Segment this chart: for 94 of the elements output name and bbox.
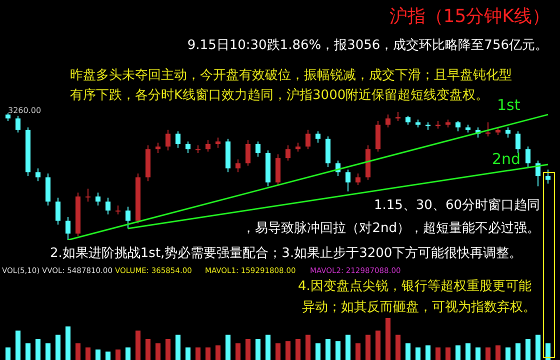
annotation: 1.15、30、60分时窗口趋同 — [374, 197, 540, 214]
candlestick — [346, 169, 350, 192]
candlestick — [316, 130, 320, 144]
bar — [26, 343, 30, 360]
bar — [386, 318, 390, 360]
candlestick — [186, 140, 190, 154]
candlestick — [386, 114, 390, 128]
candlestick — [526, 146, 530, 168]
bar — [136, 330, 140, 360]
candlestick — [256, 140, 260, 158]
bar — [396, 334, 400, 360]
text: 异动；如其反而砸盘，可视为指数弃权。 — [302, 299, 536, 316]
bar — [446, 347, 450, 360]
bar — [326, 339, 330, 360]
bar — [426, 345, 430, 360]
bar — [466, 343, 470, 360]
text: 4.因变盘点尖锐，银行等超权重股更可能 — [298, 278, 532, 295]
candlestick — [306, 129, 310, 150]
bar — [36, 339, 40, 360]
candlestick — [506, 126, 510, 138]
bar — [416, 347, 420, 360]
bar — [86, 347, 90, 360]
candlestick — [176, 130, 180, 148]
candlestick — [356, 172, 360, 186]
candlestick — [206, 140, 210, 152]
bar — [216, 345, 220, 360]
bar — [456, 345, 460, 360]
candlestick — [166, 129, 170, 151]
candlestick — [66, 216, 70, 240]
bar — [476, 347, 480, 360]
bar — [76, 343, 80, 360]
bar — [186, 347, 190, 360]
chart-subtitle: 9.15日10:30跌1.86%，报3056，成交环比略降至756亿元。 — [187, 37, 548, 54]
bar — [106, 352, 110, 360]
candlestick — [236, 158, 240, 173]
bar — [496, 345, 500, 360]
bar — [376, 330, 380, 360]
bar — [286, 341, 290, 360]
bar — [356, 343, 360, 360]
bar — [46, 343, 50, 360]
bar — [146, 339, 150, 360]
bar — [226, 334, 230, 360]
bar — [296, 339, 300, 360]
bar — [336, 341, 340, 360]
bar — [256, 339, 260, 360]
bar — [526, 339, 530, 360]
annotation: 3260.00 — [8, 106, 42, 115]
bar — [506, 347, 510, 360]
candlestick — [246, 140, 250, 166]
bar — [6, 347, 10, 360]
candlestick — [286, 144, 290, 162]
bar — [486, 347, 490, 360]
candlestick — [486, 122, 490, 137]
bar — [166, 339, 170, 360]
bar — [126, 347, 130, 360]
bar — [16, 330, 20, 360]
bar — [176, 334, 180, 360]
candlestick — [36, 168, 40, 182]
candlestick — [96, 192, 100, 206]
candlestick — [516, 130, 520, 154]
bar — [306, 334, 310, 360]
bar — [236, 343, 240, 360]
bar — [66, 326, 70, 360]
bar — [406, 343, 410, 360]
candlestick — [156, 142, 160, 154]
candlestick — [546, 169, 550, 184]
bar — [436, 347, 440, 360]
candlestick — [216, 137, 220, 148]
bar — [536, 334, 540, 360]
bar — [346, 334, 350, 360]
annotation: 2nd — [492, 150, 521, 168]
candlestick — [16, 115, 20, 133]
bar — [56, 334, 60, 360]
annotation: ，易导致脉冲回拉（对2nd），超短量能不必过强。 — [242, 220, 540, 237]
candlestick — [536, 160, 540, 187]
bar — [116, 350, 120, 360]
candlestick — [106, 197, 110, 215]
bar — [206, 347, 210, 360]
bar — [246, 339, 250, 360]
bar — [546, 343, 550, 360]
bar — [276, 343, 280, 360]
bar — [516, 343, 520, 360]
candlestick — [456, 120, 460, 132]
bar — [316, 343, 320, 360]
chart-title: 沪指（15分钟K线） — [389, 5, 550, 28]
bar — [196, 347, 200, 360]
bar — [96, 350, 100, 360]
bar — [156, 343, 160, 360]
bar — [266, 334, 270, 360]
candlestick — [86, 188, 90, 202]
candlestick — [126, 206, 130, 229]
candlestick — [56, 197, 60, 226]
bar — [366, 334, 370, 360]
text: 2.如果进阶挑战1st,势必需要强量配合；3.如果止步于3200下方可能很快再调整。 — [50, 245, 522, 262]
